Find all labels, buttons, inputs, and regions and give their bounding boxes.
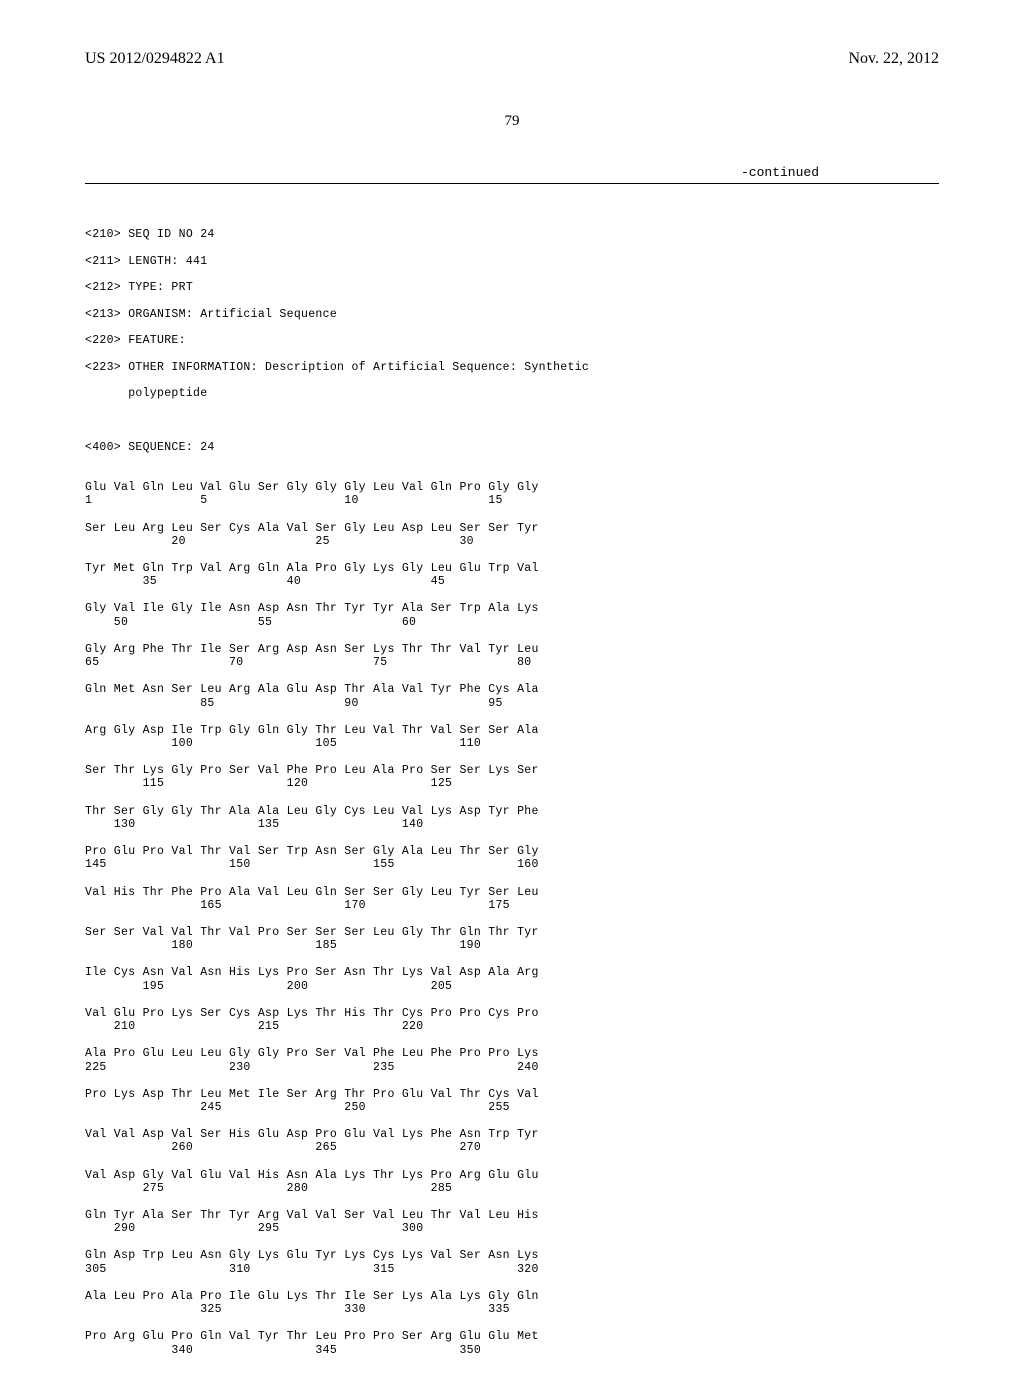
sequence-row: Val His Thr Phe Pro Ala Val Leu Gln Ser … — [85, 886, 939, 912]
sequence-row: Ile Cys Asn Val Asn His Lys Pro Ser Asn … — [85, 966, 939, 992]
publication-number: US 2012/0294822 A1 — [85, 50, 225, 68]
position-number-line: 50 55 60 — [85, 616, 939, 629]
amino-acid-line: Gly Val Ile Gly Ile Asn Asp Asn Thr Tyr … — [85, 602, 939, 615]
position-number-line: 210 215 220 — [85, 1020, 939, 1033]
sequence-row: Pro Arg Glu Pro Gln Val Tyr Thr Leu Pro … — [85, 1330, 939, 1356]
sequence-row: Gly Val Ile Gly Ile Asn Asp Asn Thr Tyr … — [85, 602, 939, 628]
sequence-listing: <210> SEQ ID NO 24 <211> LENGTH: 441 <21… — [85, 202, 939, 1384]
position-number-line: 165 170 175 — [85, 899, 939, 912]
divider-top — [85, 183, 939, 184]
position-number-line: 290 295 300 — [85, 1222, 939, 1235]
amino-acid-line: Val Asp Gly Val Glu Val His Asn Ala Lys … — [85, 1169, 939, 1182]
seq-other-info-line: <223> OTHER INFORMATION: Description of … — [85, 361, 939, 374]
amino-acid-line: Ala Leu Pro Ala Pro Ile Glu Lys Thr Ile … — [85, 1290, 939, 1303]
sequence-row: Gln Asp Trp Leu Asn Gly Lys Glu Tyr Lys … — [85, 1249, 939, 1275]
position-number-line: 305 310 315 320 — [85, 1263, 939, 1276]
sequence-header: <400> SEQUENCE: 24 — [85, 441, 939, 454]
amino-acid-line: Gln Asp Trp Leu Asn Gly Lys Glu Tyr Lys … — [85, 1249, 939, 1262]
position-number-line: 85 90 95 — [85, 697, 939, 710]
position-number-line: 100 105 110 — [85, 737, 939, 750]
position-number-line: 145 150 155 160 — [85, 858, 939, 871]
sequence-row: Ala Leu Pro Ala Pro Ile Glu Lys Thr Ile … — [85, 1290, 939, 1316]
sequence-row: Ser Leu Arg Leu Ser Cys Ala Val Ser Gly … — [85, 522, 939, 548]
seq-other-info-cont: polypeptide — [85, 387, 939, 400]
sequence-row: Tyr Met Gln Trp Val Arg Gln Ala Pro Gly … — [85, 562, 939, 588]
amino-acid-line: Val Val Asp Val Ser His Glu Asp Pro Glu … — [85, 1128, 939, 1141]
continued-label: -continued — [85, 165, 939, 180]
sequence-row: Pro Lys Asp Thr Leu Met Ile Ser Arg Thr … — [85, 1088, 939, 1114]
amino-acid-line: Pro Lys Asp Thr Leu Met Ile Ser Arg Thr … — [85, 1088, 939, 1101]
position-number-line: 35 40 45 — [85, 575, 939, 588]
position-number-line: 65 70 75 80 — [85, 656, 939, 669]
position-number-line: 130 135 140 — [85, 818, 939, 831]
amino-acid-line: Pro Arg Glu Pro Gln Val Tyr Thr Leu Pro … — [85, 1330, 939, 1343]
sequence-row: Arg Gly Asp Ile Trp Gly Gln Gly Thr Leu … — [85, 724, 939, 750]
publication-date: Nov. 22, 2012 — [848, 50, 939, 68]
sequence-row: Thr Ser Gly Gly Thr Ala Ala Leu Gly Cys … — [85, 805, 939, 831]
amino-acid-line: Ser Leu Arg Leu Ser Cys Ala Val Ser Gly … — [85, 522, 939, 535]
position-number-line: 115 120 125 — [85, 777, 939, 790]
page-header: US 2012/0294822 A1 Nov. 22, 2012 — [85, 50, 939, 68]
seq-length-line: <211> LENGTH: 441 — [85, 255, 939, 268]
sequence-row: Pro Glu Pro Val Thr Val Ser Trp Asn Ser … — [85, 845, 939, 871]
seq-feature-line: <220> FEATURE: — [85, 334, 939, 347]
sequence-row: Glu Val Gln Leu Val Glu Ser Gly Gly Gly … — [85, 481, 939, 507]
position-number-line: 225 230 235 240 — [85, 1061, 939, 1074]
position-number-line: 1 5 10 15 — [85, 494, 939, 507]
sequence-metadata: <210> SEQ ID NO 24 <211> LENGTH: 441 <21… — [85, 215, 939, 413]
amino-acid-line: Ser Thr Lys Gly Pro Ser Val Phe Pro Leu … — [85, 764, 939, 777]
seq-type-line: <212> TYPE: PRT — [85, 281, 939, 294]
sequence-row: Ser Ser Val Val Thr Val Pro Ser Ser Ser … — [85, 926, 939, 952]
sequence-row: Ser Thr Lys Gly Pro Ser Val Phe Pro Leu … — [85, 764, 939, 790]
sequence-row: Ala Pro Glu Leu Leu Gly Gly Pro Ser Val … — [85, 1047, 939, 1073]
amino-acid-line: Ile Cys Asn Val Asn His Lys Pro Ser Asn … — [85, 966, 939, 979]
sequence-row: Val Asp Gly Val Glu Val His Asn Ala Lys … — [85, 1169, 939, 1195]
seq-id-line: <210> SEQ ID NO 24 — [85, 228, 939, 241]
amino-acid-line: Arg Gly Asp Ile Trp Gly Gln Gly Thr Leu … — [85, 724, 939, 737]
page-number: 79 — [85, 113, 939, 130]
amino-acid-line: Pro Glu Pro Val Thr Val Ser Trp Asn Ser … — [85, 845, 939, 858]
amino-acid-line: Gln Met Asn Ser Leu Arg Ala Glu Asp Thr … — [85, 683, 939, 696]
sequence-row: Gln Tyr Ala Ser Thr Tyr Arg Val Val Ser … — [85, 1209, 939, 1235]
position-number-line: 245 250 255 — [85, 1101, 939, 1114]
amino-acid-line: Gln Tyr Ala Ser Thr Tyr Arg Val Val Ser … — [85, 1209, 939, 1222]
sequence-row: Val Glu Pro Lys Ser Cys Asp Lys Thr His … — [85, 1007, 939, 1033]
amino-acid-line: Ser Ser Val Val Thr Val Pro Ser Ser Ser … — [85, 926, 939, 939]
position-number-line: 180 185 190 — [85, 939, 939, 952]
position-number-line: 340 345 350 — [85, 1344, 939, 1357]
amino-acid-line: Val Glu Pro Lys Ser Cys Asp Lys Thr His … — [85, 1007, 939, 1020]
sequence-row: Gly Arg Phe Thr Ile Ser Arg Asp Asn Ser … — [85, 643, 939, 669]
sequence-rows-container: Glu Val Gln Leu Val Glu Ser Gly Gly Gly … — [85, 481, 939, 1357]
sequence-row: Val Val Asp Val Ser His Glu Asp Pro Glu … — [85, 1128, 939, 1154]
amino-acid-line: Glu Val Gln Leu Val Glu Ser Gly Gly Gly … — [85, 481, 939, 494]
position-number-line: 260 265 270 — [85, 1141, 939, 1154]
amino-acid-line: Ala Pro Glu Leu Leu Gly Gly Pro Ser Val … — [85, 1047, 939, 1060]
seq-organism-line: <213> ORGANISM: Artificial Sequence — [85, 308, 939, 321]
sequence-row: Gln Met Asn Ser Leu Arg Ala Glu Asp Thr … — [85, 683, 939, 709]
amino-acid-line: Thr Ser Gly Gly Thr Ala Ala Leu Gly Cys … — [85, 805, 939, 818]
amino-acid-line: Val His Thr Phe Pro Ala Val Leu Gln Ser … — [85, 886, 939, 899]
position-number-line: 275 280 285 — [85, 1182, 939, 1195]
position-number-line: 20 25 30 — [85, 535, 939, 548]
position-number-line: 195 200 205 — [85, 980, 939, 993]
amino-acid-line: Gly Arg Phe Thr Ile Ser Arg Asp Asn Ser … — [85, 643, 939, 656]
position-number-line: 325 330 335 — [85, 1303, 939, 1316]
amino-acid-line: Tyr Met Gln Trp Val Arg Gln Ala Pro Gly … — [85, 562, 939, 575]
